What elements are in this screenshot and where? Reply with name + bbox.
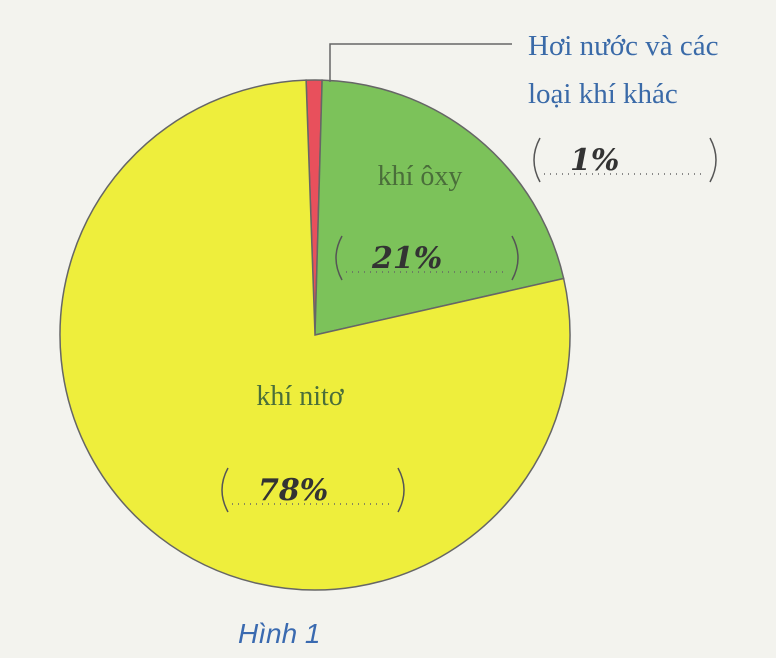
paren bbox=[710, 138, 716, 182]
value-label: 21% bbox=[371, 241, 442, 276]
page: 1% khí ôxy 21% khí nitơ 78% Hình 1 Hơi nước v… bbox=[0, 0, 776, 658]
caption: Hình 1 bbox=[238, 618, 321, 649]
value-label: 1% bbox=[570, 143, 619, 178]
slice-label: khí nitơ bbox=[256, 381, 344, 412]
slice-label: Hơi nước và các loại khí khác bbox=[528, 22, 768, 118]
leader-line bbox=[330, 44, 512, 82]
slice-label: khí ôxy bbox=[378, 161, 463, 192]
value-label: 78% bbox=[258, 473, 328, 508]
paren bbox=[534, 138, 540, 182]
